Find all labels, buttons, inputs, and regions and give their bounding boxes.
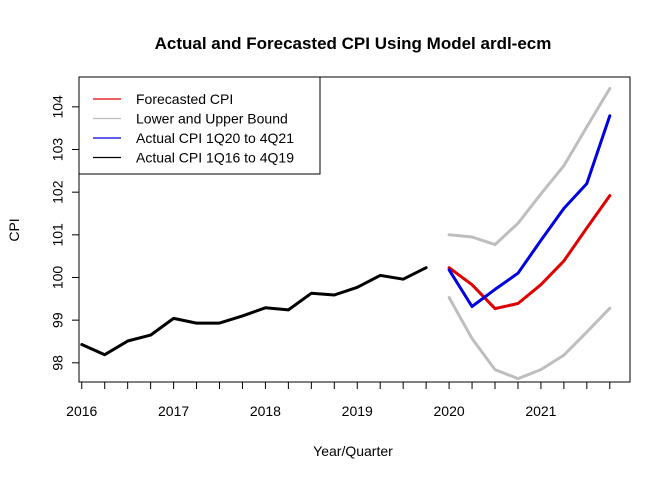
x-tick-label: 2019 bbox=[342, 403, 373, 419]
y-tick-label: 99 bbox=[50, 312, 66, 328]
x-tick-label: 2021 bbox=[525, 403, 556, 419]
y-tick-label: 101 bbox=[50, 223, 66, 247]
legend-label: Actual CPI 1Q16 to 4Q19 bbox=[136, 150, 294, 166]
y-tick-label: 102 bbox=[50, 180, 66, 204]
y-tick-label: 98 bbox=[50, 355, 66, 371]
y-axis-label: CPI bbox=[6, 218, 22, 241]
y-tick-label: 104 bbox=[50, 95, 66, 119]
lower-bound-line bbox=[447, 296, 612, 381]
legend-label: Lower and Upper Bound bbox=[136, 111, 288, 127]
forecast-line bbox=[447, 194, 612, 311]
y-tick-label: 100 bbox=[50, 266, 66, 290]
axes: 2016 2017 2018 2019 2020 2021 98 99 100 101 102 103… bbox=[50, 95, 611, 419]
x-tick-label: 2020 bbox=[434, 403, 465, 419]
legend: Forecasted CPI Lower and Upper Bound Actua… bbox=[78, 76, 321, 175]
x-tick-label: 2018 bbox=[250, 403, 281, 419]
plot-area bbox=[80, 87, 612, 381]
actual-2020-2021-line bbox=[447, 114, 612, 308]
upper-bound-line bbox=[447, 87, 612, 247]
actual-2016-2019-line bbox=[80, 266, 428, 357]
y-tick-label: 103 bbox=[50, 138, 66, 162]
legend-label: Forecasted CPI bbox=[136, 91, 233, 107]
x-tick-label: 2016 bbox=[66, 403, 97, 419]
plot-frame bbox=[78, 76, 631, 383]
x-tick-label: 2017 bbox=[158, 403, 189, 419]
x-axis-label: Year/Quarter bbox=[313, 443, 393, 459]
chart-title: Actual and Forecasted CPI Using Model ar… bbox=[155, 34, 552, 53]
legend-label: Actual CPI 1Q20 to 4Q21 bbox=[136, 130, 294, 146]
